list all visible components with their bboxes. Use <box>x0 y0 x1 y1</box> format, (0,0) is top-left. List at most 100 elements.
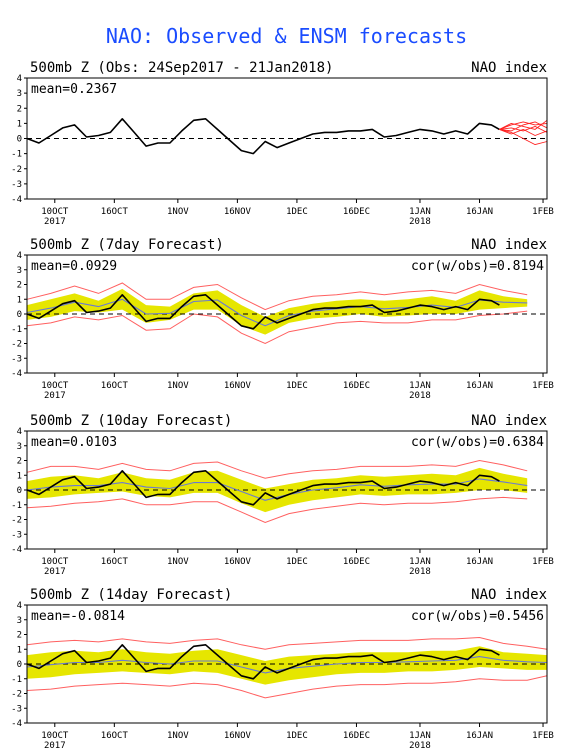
x-tick-label: 1FEB <box>532 381 554 391</box>
x-tick-label: 1NOV <box>167 381 189 391</box>
x-tick-year-label: 2017 <box>44 567 66 577</box>
chart-index-label: NAO index <box>471 60 547 76</box>
spread-band <box>27 467 528 513</box>
y-tick-label: 4 <box>17 601 22 611</box>
y-tick-label: 0 <box>17 310 22 320</box>
y-tick-label: 2 <box>17 631 22 641</box>
chart-index-label: NAO index <box>471 587 547 603</box>
chart-panel-1 <box>24 77 548 203</box>
envelope-upper <box>26 636 548 650</box>
x-tick-label: 1NOV <box>167 207 189 217</box>
mean-label-bg <box>28 79 124 97</box>
spread-band <box>27 288 528 335</box>
x-tick-label: 16DEC <box>343 207 370 217</box>
y-tick-label: 3 <box>17 89 22 99</box>
page-title: NAO: Observed & ENSM forecasts <box>105 24 468 48</box>
series-members-line <box>499 119 548 130</box>
y-tick-label: 1 <box>17 295 22 305</box>
mean-label: mean=0.2367 <box>31 82 117 97</box>
x-tick-label: 1JAN <box>409 381 431 391</box>
y-tick-label: 1 <box>17 471 22 481</box>
y-tick-label: 3 <box>17 616 22 626</box>
series-members-line <box>499 121 548 132</box>
x-tick-year-label: 2017 <box>44 741 66 750</box>
x-tick-label: 16NOV <box>224 381 252 391</box>
correlation-label: cor(w/obs)=0.6384 <box>411 435 544 450</box>
mean-label-bg <box>28 606 132 624</box>
x-tick-label: 16OCT <box>101 731 129 741</box>
mean-label: mean=-0.0814 <box>31 609 125 624</box>
x-tick-label: 10OCT <box>41 557 69 567</box>
x-tick-label: 1DEC <box>286 557 308 567</box>
y-tick-label: -2 <box>11 516 22 526</box>
y-tick-label: 4 <box>17 251 22 261</box>
y-tick-label: -4 <box>11 719 22 729</box>
chart-title: 500mb Z (7day Forecast) <box>30 237 224 253</box>
y-tick-label: 0 <box>17 135 22 145</box>
x-tick-label: 16DEC <box>343 381 370 391</box>
y-tick-label: -2 <box>11 165 22 175</box>
y-tick-label: -3 <box>11 530 22 540</box>
x-tick-label: 16DEC <box>343 731 370 741</box>
x-tick-label: 1JAN <box>409 557 431 567</box>
x-tick-label: 10OCT <box>41 731 69 741</box>
y-tick-label: 1 <box>17 119 22 129</box>
y-tick-label: 1 <box>17 645 22 655</box>
envelope-lower <box>26 310 528 345</box>
envelope-upper <box>26 459 528 479</box>
correlation-label: cor(w/obs)=0.5456 <box>411 609 544 624</box>
y-tick-label: -1 <box>11 325 22 335</box>
x-tick-year-label: 2018 <box>409 391 431 401</box>
x-tick-label: 1NOV <box>167 731 189 741</box>
y-tick-label: -4 <box>11 545 22 555</box>
chart-index-label: NAO index <box>471 237 547 253</box>
y-tick-label: 0 <box>17 660 22 670</box>
envelope-lower <box>26 496 528 524</box>
x-tick-label: 10OCT <box>41 207 69 217</box>
y-tick-label: -3 <box>11 180 22 190</box>
x-tick-label: 16OCT <box>101 381 129 391</box>
cor-label-bg <box>402 256 546 274</box>
y-tick-label: 3 <box>17 266 22 276</box>
chart-title: 500mb Z (14day Forecast) <box>30 587 232 603</box>
y-tick-label: -1 <box>11 150 22 160</box>
x-tick-label: 1DEC <box>286 731 308 741</box>
x-tick-year-label: 2017 <box>44 391 66 401</box>
y-tick-label: 4 <box>17 427 22 437</box>
y-tick-label: 3 <box>17 442 22 452</box>
correlation-label: cor(w/obs)=0.8194 <box>411 259 544 274</box>
x-tick-year-label: 2018 <box>409 741 431 750</box>
x-tick-label: 1FEB <box>532 557 554 567</box>
x-tick-label: 1NOV <box>167 557 189 567</box>
envelope-upper <box>26 282 528 311</box>
x-tick-year-label: 2018 <box>409 567 431 577</box>
x-tick-label: 16OCT <box>101 207 129 217</box>
cor-label-bg <box>402 606 546 624</box>
mean-label-bg <box>28 432 124 450</box>
x-tick-label: 16JAN <box>466 557 493 567</box>
y-tick-label: 2 <box>17 281 22 291</box>
series-members-line <box>499 128 548 146</box>
y-tick-label: -2 <box>11 690 22 700</box>
y-tick-label: -4 <box>11 369 22 379</box>
chart-title: 500mb Z (Obs: 24Sep2017 - 21Jan2018) <box>30 60 333 76</box>
series-observed-line <box>26 643 500 680</box>
y-tick-label: 2 <box>17 457 22 467</box>
chart-panel-3 <box>24 430 548 553</box>
x-tick-label: 16NOV <box>224 731 252 741</box>
x-tick-label: 16JAN <box>466 731 493 741</box>
x-tick-label: 1DEC <box>286 207 308 217</box>
series-observed-line <box>26 469 500 506</box>
series-observed-line <box>26 293 500 330</box>
chart-index-label: NAO index <box>471 413 547 429</box>
x-tick-label: 16NOV <box>224 557 252 567</box>
y-tick-label: -2 <box>11 340 22 350</box>
mean-label: mean=0.0103 <box>31 435 117 450</box>
x-tick-label: 16NOV <box>224 207 252 217</box>
chart-panel-2 <box>24 254 548 377</box>
x-tick-label: 1FEB <box>532 731 554 741</box>
y-tick-label: 2 <box>17 104 22 114</box>
y-tick-label: 0 <box>17 486 22 496</box>
x-tick-label: 10OCT <box>41 381 69 391</box>
